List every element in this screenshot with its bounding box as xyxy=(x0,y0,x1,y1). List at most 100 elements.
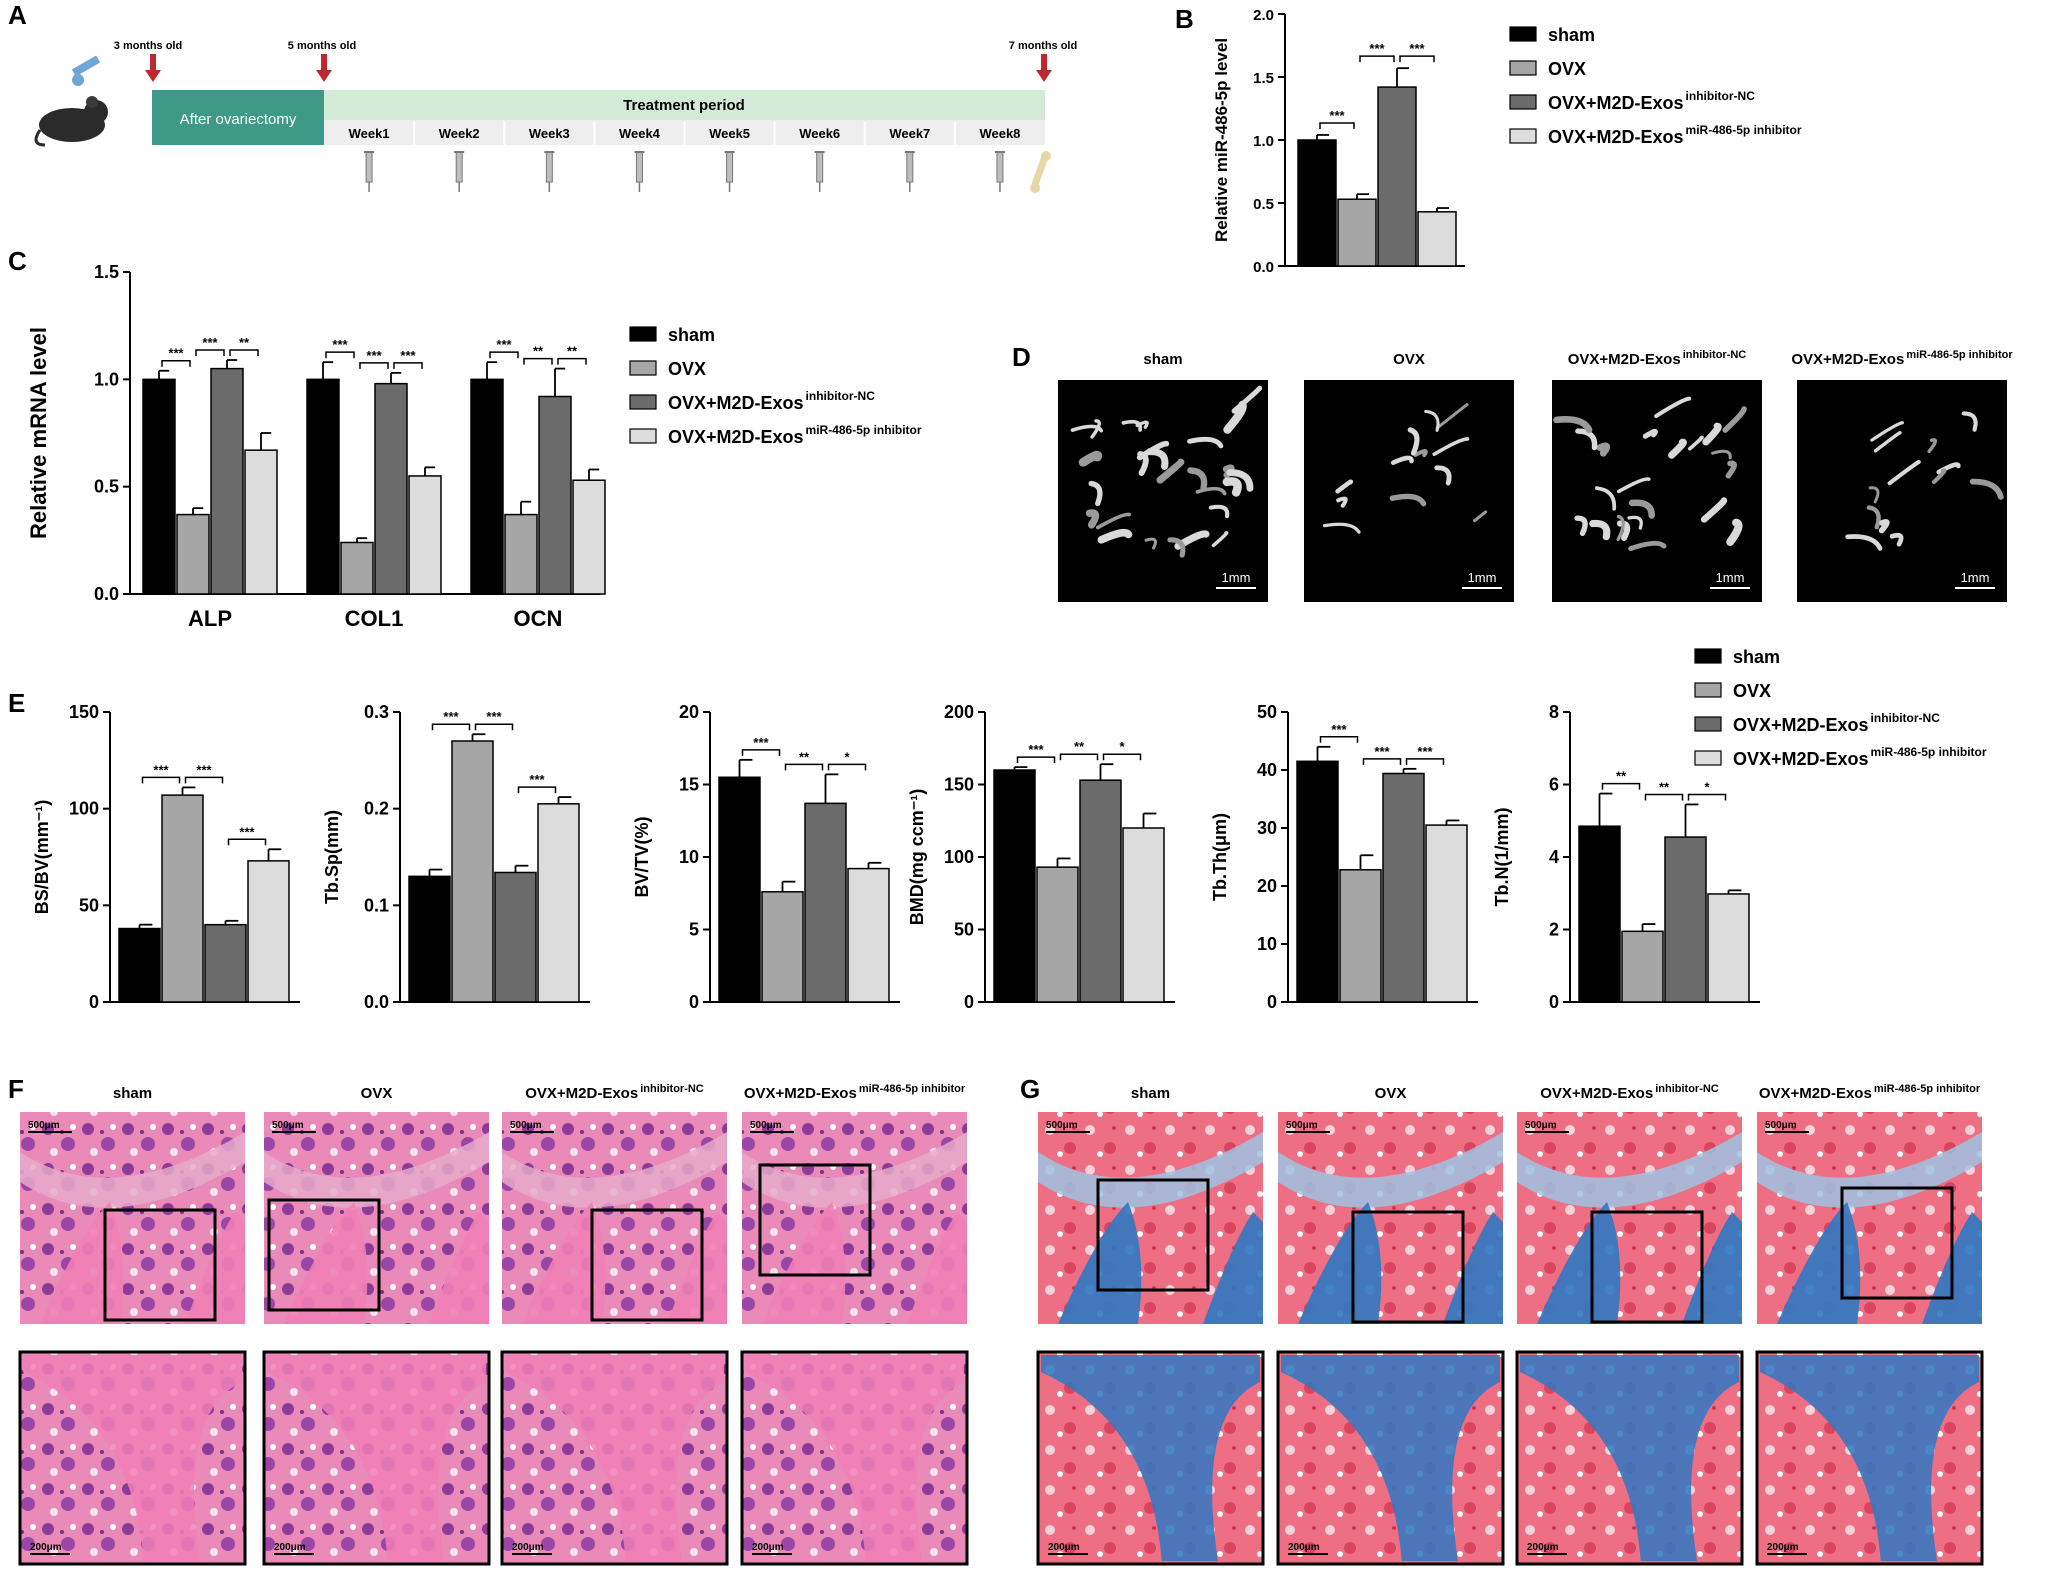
y-tick-label: 20 xyxy=(679,702,699,722)
trabecula xyxy=(1596,442,1611,457)
week-label: Week7 xyxy=(889,126,930,141)
arrow-3m-icon xyxy=(145,54,161,82)
trabecular-bone xyxy=(1298,1202,1382,1324)
significance-bracket xyxy=(517,786,557,794)
trabecula xyxy=(1878,519,1890,534)
scale-bar-label: 200μm xyxy=(752,1542,784,1553)
mouse-icon xyxy=(34,55,108,147)
y-axis-label: Relative mRNA level xyxy=(26,327,51,539)
trabecula xyxy=(1726,518,1743,546)
trabecula xyxy=(1668,438,1687,459)
chart-e2: 0.0 0.1 0.2 0.3 Tb.Sp(mm) *** *** *** xyxy=(322,702,590,1012)
scale-bar-label: 500μm xyxy=(1765,1120,1797,1131)
trabecula xyxy=(1070,424,1104,433)
y-tick-label: 15 xyxy=(679,775,699,795)
growth-plate xyxy=(1278,1132,1503,1208)
trabecula xyxy=(1725,460,1737,479)
growth-plate xyxy=(1517,1132,1742,1208)
legend-swatch xyxy=(629,360,657,376)
trabecula xyxy=(1208,504,1230,519)
bar xyxy=(1079,779,1122,1003)
trabecula xyxy=(1336,496,1348,508)
y-tick-label: 1.5 xyxy=(1253,70,1274,87)
bar xyxy=(374,382,408,595)
syringe-icon xyxy=(364,151,375,192)
y-tick-label: 100 xyxy=(944,847,974,867)
significance-label: *** xyxy=(1374,744,1390,759)
trabecular-bone xyxy=(1537,1202,1621,1324)
legend-swatch xyxy=(1509,94,1537,110)
bar xyxy=(470,378,504,595)
significance-label: *** xyxy=(753,735,769,750)
growth-plate xyxy=(742,1132,967,1208)
histology-title-superscript: inhibitor-NC xyxy=(640,1083,704,1095)
scale-bar-label: 1mm xyxy=(1468,570,1497,585)
trabecula xyxy=(1085,509,1100,529)
significance-label: ** xyxy=(567,344,578,359)
scale-bar-label: 200μm xyxy=(1527,1542,1559,1553)
trabecula xyxy=(1616,514,1625,542)
zoomed-bone xyxy=(23,1355,242,1561)
significance-label: *** xyxy=(1028,742,1044,757)
legend-label: OVX+M2D-Exos xyxy=(1548,127,1684,147)
week-label: Week6 xyxy=(799,126,840,141)
legend-swatch xyxy=(1509,60,1537,76)
y-tick-label: 0.0 xyxy=(1253,259,1274,276)
scale-bar-label: 500μm xyxy=(28,1120,60,1131)
y-tick-label: 50 xyxy=(954,920,974,940)
microct-title: sham xyxy=(1143,351,1182,368)
panel-label-d: D xyxy=(1012,342,1031,372)
age-label-5m: 5 months old xyxy=(288,40,356,52)
legend-item-inh: OVX+M2D-Exos miR-486-5p inhibitor xyxy=(1694,745,1987,769)
trabecular-bone xyxy=(429,1212,489,1324)
scale-bar-label: 1mm xyxy=(1716,570,1745,585)
y-tick-label: 5 xyxy=(689,920,699,940)
significance-bracket xyxy=(1405,758,1445,765)
trabecula xyxy=(1642,428,1658,439)
trabecula xyxy=(1553,416,1593,434)
significance-bracket xyxy=(827,763,867,771)
trabecula xyxy=(1135,420,1149,429)
trabecula xyxy=(1390,455,1414,465)
significance-label: *** xyxy=(1329,108,1345,123)
bar xyxy=(204,923,247,1003)
syringe-barrel xyxy=(455,151,463,183)
significance-bracket xyxy=(359,362,389,369)
significance-bracket xyxy=(1399,55,1435,63)
bar xyxy=(847,867,890,1003)
growth-plate xyxy=(502,1132,727,1208)
y-tick-label: 1.0 xyxy=(94,369,119,389)
trabecula xyxy=(1322,522,1361,534)
significance-label: ** xyxy=(1616,769,1627,784)
trabecula xyxy=(1627,515,1643,530)
category-label: ALP xyxy=(188,606,232,631)
y-tick-label: 0.1 xyxy=(364,895,389,915)
significance-label: *** xyxy=(400,348,416,363)
syringe-icon xyxy=(994,151,1005,192)
legend-swatch xyxy=(629,428,657,444)
trabecular-bone xyxy=(1058,1202,1142,1324)
syringe-barrel xyxy=(726,151,734,183)
legend-label: OVX+M2D-Exos xyxy=(1548,93,1684,113)
bar xyxy=(340,541,374,595)
scale-bar-label: 500μm xyxy=(510,1120,542,1131)
syringe-icon xyxy=(634,151,645,192)
y-axis-label: Tb.Sp(mm) xyxy=(322,810,342,904)
bar xyxy=(1337,198,1377,267)
legend-label: OVX xyxy=(668,359,706,379)
zoom-region-box xyxy=(758,1163,872,1277)
trabecular-bone xyxy=(284,1202,368,1324)
panel-label-g: G xyxy=(1020,1074,1040,1104)
y-tick-label: 20 xyxy=(1257,876,1277,896)
bar xyxy=(1122,827,1165,1003)
bar xyxy=(142,378,176,595)
significance-label: *** xyxy=(196,762,212,777)
trabecula xyxy=(1335,479,1354,494)
syringe-icon xyxy=(814,151,825,192)
trabecula xyxy=(1711,449,1732,460)
significance-bracket xyxy=(1644,793,1684,801)
significance-bracket xyxy=(431,723,471,731)
